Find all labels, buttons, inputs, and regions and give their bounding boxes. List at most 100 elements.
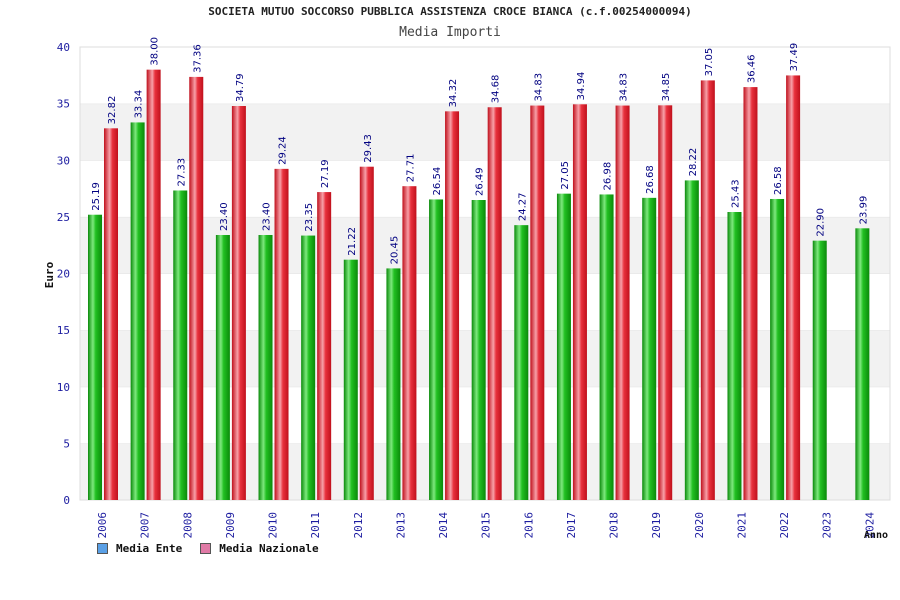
data-label: 22.90	[816, 208, 827, 237]
bar-nazionale	[274, 168, 289, 500]
chart-subtitle: Media Importi	[399, 25, 501, 40]
bar-ente	[642, 197, 657, 500]
y-tick-label: 0	[63, 494, 70, 507]
x-tick-label: 2014	[437, 512, 450, 539]
data-label: 25.19	[91, 182, 102, 211]
bar-nazionale	[402, 186, 417, 500]
data-label: 27.71	[405, 154, 416, 183]
bar-nazionale	[487, 107, 502, 501]
x-tick-label: 2007	[139, 512, 152, 539]
data-label: 36.46	[746, 54, 757, 83]
data-label: 34.83	[533, 73, 544, 102]
data-label: 37.49	[789, 43, 800, 72]
data-label: 26.49	[475, 167, 486, 196]
legend-item-nazionale: Media Nazionale	[200, 542, 319, 555]
bar-nazionale	[317, 192, 332, 501]
data-label: 23.40	[219, 202, 230, 231]
bar-nazionale	[743, 87, 758, 500]
legend: Media Ente Media Nazionale	[97, 542, 319, 555]
bar-nazionale	[104, 128, 118, 500]
bar-ente	[88, 214, 102, 500]
data-label: 29.24	[278, 136, 289, 165]
x-tick-label: 2006	[96, 512, 109, 539]
y-tick-label: 5	[63, 437, 70, 450]
y-tick-label: 10	[57, 381, 70, 394]
bar-ente	[471, 200, 486, 501]
data-label: 26.98	[603, 162, 614, 191]
bar-nazionale	[615, 105, 630, 501]
data-label: 20.45	[389, 236, 400, 265]
bar-ente	[429, 199, 444, 500]
data-label: 26.54	[432, 167, 443, 196]
legend-swatch-nazionale	[200, 543, 212, 554]
bar-ente	[386, 268, 401, 500]
bar-ente	[855, 228, 870, 501]
x-tick-label: 2021	[735, 512, 748, 539]
data-label: 23.40	[262, 202, 273, 231]
legend-label-ente: Media Ente	[116, 542, 183, 555]
bar-ente	[812, 240, 827, 500]
data-label: 34.94	[576, 72, 587, 101]
bar-nazionale	[146, 69, 161, 501]
data-label: 38.00	[150, 37, 161, 66]
data-label: 32.82	[107, 96, 118, 125]
x-tick-label: 2020	[693, 512, 706, 539]
data-label: 24.27	[517, 193, 528, 222]
data-label: 33.34	[134, 90, 145, 119]
bar-ente	[301, 235, 316, 500]
bar-ente	[684, 180, 699, 500]
y-tick-label: 25	[57, 211, 70, 224]
bar-nazionale	[359, 166, 374, 500]
bar-ente	[599, 194, 614, 500]
y-axis-label: Euro	[43, 261, 56, 288]
data-label: 23.35	[304, 203, 315, 232]
bar-ente	[514, 225, 529, 500]
bar-ente	[173, 190, 188, 501]
bar-nazionale	[700, 80, 715, 500]
bar-ente	[556, 193, 571, 500]
data-label: 34.32	[448, 79, 459, 108]
x-tick-label: 2009	[224, 512, 237, 539]
x-tick-label: 2015	[480, 512, 493, 539]
data-label: 37.36	[192, 44, 203, 73]
data-label: 26.58	[773, 166, 784, 195]
x-tick-label: 2019	[650, 512, 663, 539]
legend-item-ente: Media Ente	[97, 542, 182, 555]
data-label: 34.79	[235, 73, 246, 102]
data-label: 21.22	[347, 227, 358, 256]
bar-nazionale	[231, 106, 246, 501]
bar-ente	[343, 259, 358, 500]
legend-label-nazionale: Media Nazionale	[219, 542, 319, 555]
bar-nazionale	[786, 75, 801, 500]
x-tick-label: 2008	[181, 512, 194, 539]
chart-title: SOCIETA MUTUO SOCCORSO PUBBLICA ASSISTEN…	[208, 5, 692, 18]
data-label: 25.43	[730, 179, 741, 208]
x-tick-label: 2013	[394, 512, 407, 539]
x-tick-label: 2017	[565, 512, 578, 539]
x-tick-label: 2022	[778, 512, 791, 539]
x-tick-label: 2023	[821, 512, 834, 539]
data-label: 27.05	[560, 161, 571, 190]
x-tick-label: 2012	[352, 512, 365, 539]
y-tick-label: 20	[57, 268, 70, 281]
x-tick-label: 2011	[309, 512, 322, 539]
x-tick-label: 2016	[522, 512, 535, 539]
bar-ente	[130, 122, 145, 500]
bar-ente	[215, 234, 230, 500]
data-label: 34.85	[661, 73, 672, 102]
bar-ente	[770, 198, 785, 500]
bars-layer	[88, 69, 870, 501]
bar-nazionale	[572, 104, 587, 500]
bar-ente	[727, 212, 742, 500]
data-label: 27.19	[320, 159, 331, 188]
y-tick-label: 15	[57, 324, 70, 337]
y-axis: 0 5 10 15 20 25 30 35 40 Euro	[43, 41, 70, 507]
data-label: 34.83	[619, 73, 630, 102]
data-label: 29.43	[363, 134, 374, 163]
legend-swatch-ente	[97, 543, 108, 554]
x-tick-label: 2018	[608, 512, 621, 539]
bar-nazionale	[530, 105, 545, 501]
data-labels-layer: 25.19 32.82 33.34 38.00 27.33 37.36 23.40 34.79…	[91, 37, 869, 264]
bar-nazionale	[658, 105, 673, 500]
